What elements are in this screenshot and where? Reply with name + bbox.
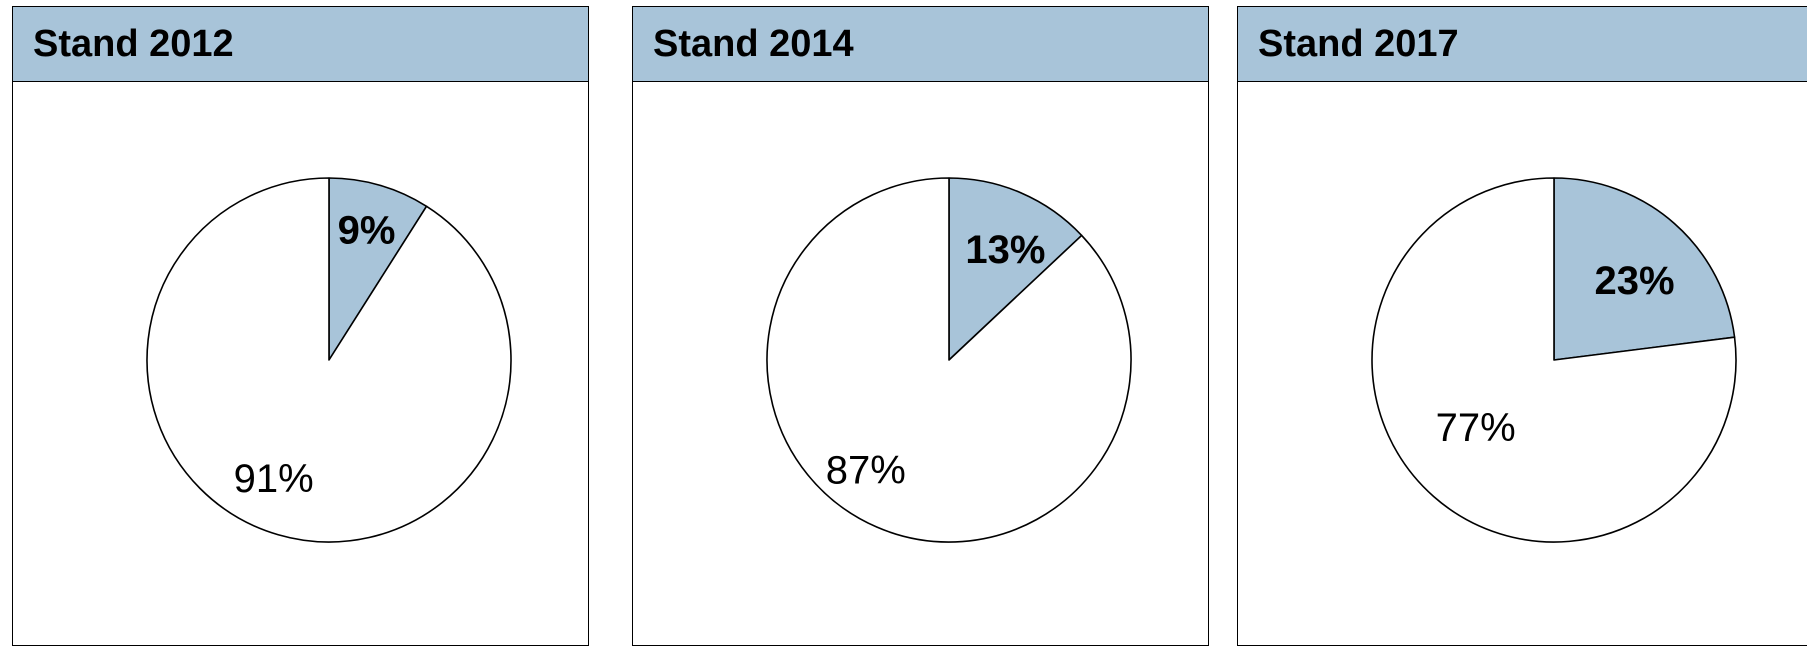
data-label-77: 77%: [1436, 406, 1516, 450]
chart-title: Stand 2014: [633, 7, 1208, 82]
pie-chart: 13% 87%: [766, 177, 1132, 543]
pie-slice-87: [766, 177, 1132, 543]
data-label-87: 87%: [826, 448, 906, 492]
data-label-13: 13%: [965, 228, 1045, 272]
chart-title: Stand 2012: [13, 7, 588, 82]
pie-slice-13: [948, 177, 1083, 361]
chart-panel-2017: Stand 2017 23% 77%: [1237, 6, 1807, 646]
pie-chart: 9% 91%: [146, 177, 512, 543]
chart-panel-2014: Stand 2014 13% 87%: [632, 6, 1209, 646]
data-label-91: 91%: [234, 457, 314, 501]
pie-slice-9: [328, 177, 428, 361]
pie-slice-23: [1553, 177, 1736, 361]
pie-slice-91: [146, 177, 512, 543]
pie-slice-77: [1371, 177, 1737, 543]
chart-title: Stand 2017: [1238, 7, 1807, 82]
data-label-9: 9%: [338, 209, 396, 253]
data-label-23: 23%: [1595, 259, 1675, 303]
pie-chart: 23% 77%: [1371, 177, 1737, 543]
chart-panel-2012: Stand 2012 9% 91%: [12, 6, 589, 646]
